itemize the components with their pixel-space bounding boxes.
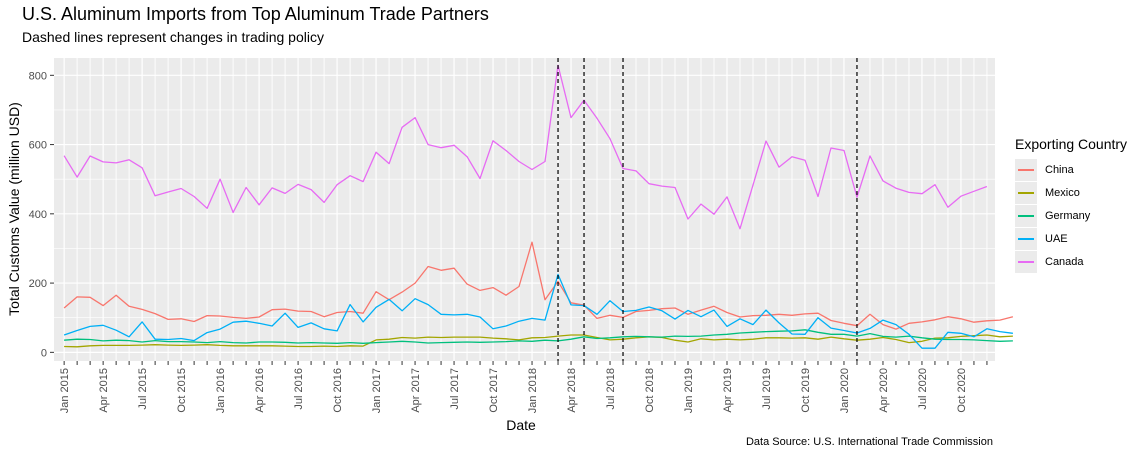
legend-key (1015, 158, 1037, 181)
legend-item: Germany (1015, 204, 1127, 227)
series-line-germany (64, 329, 1013, 344)
x-tick-label: Oct 2019 (800, 368, 812, 413)
legend-item: Mexico (1015, 181, 1127, 204)
x-tick-label: Jul 2018 (605, 368, 617, 410)
legend-label: Mexico (1045, 186, 1080, 199)
y-axis-title: Total Customs Value (million USD) (6, 102, 22, 316)
y-tick-label: 400 (29, 209, 47, 221)
legend-label: UAE (1045, 232, 1068, 245)
legend-swatch (1018, 168, 1034, 171)
x-tick-label: Jul 2019 (761, 368, 773, 410)
x-tick-label: Jan 2020 (839, 368, 851, 413)
x-axis: Jan 2015 Apr 2015 Jul 2015 Oct 2015 Jan 2016… (59, 361, 988, 413)
legend-swatch (1018, 214, 1034, 217)
x-tick-label: Jan 2016 (215, 368, 227, 413)
chart-title: U.S. Aluminum Imports from Top Aluminum … (22, 4, 489, 24)
x-tick-label: Jul 2015 (137, 368, 149, 410)
y-tick-label: 200 (29, 278, 47, 290)
x-tick-label: Apr 2017 (410, 368, 422, 413)
x-tick-label: Apr 2020 (878, 368, 890, 413)
x-tick-label: Oct 2018 (644, 368, 656, 413)
y-axis: 0 200 400 600 800 (29, 70, 54, 359)
series-line-canada (63, 64, 988, 230)
legend-label: China (1045, 163, 1074, 176)
legend-items: China Mexico Germany UAE Canada (1015, 158, 1127, 273)
series-line-china (63, 241, 1014, 330)
y-tick-label: 0 (41, 347, 47, 359)
legend-label: Germany (1045, 209, 1091, 222)
legend-swatch (1018, 191, 1034, 194)
minor-gridlines (54, 58, 995, 361)
x-tick-label: Oct 2020 (956, 368, 968, 413)
legend-swatch (1018, 237, 1034, 240)
legend-key (1015, 181, 1037, 204)
series-line-uae (63, 273, 1013, 349)
x-tick-label: Jan 2015 (59, 368, 71, 413)
x-axis-title: Date (506, 417, 536, 433)
legend-item: Canada (1015, 250, 1127, 273)
series-line-mexico (64, 334, 1013, 348)
y-tick-label: 600 (29, 140, 47, 152)
x-tick-label: Apr 2019 (722, 368, 734, 413)
legend-label: Canada (1045, 255, 1084, 268)
legend-key (1015, 204, 1037, 227)
y-tick-label: 800 (29, 70, 47, 82)
chart-subtitle: Dashed lines represent changes in tradin… (22, 29, 324, 45)
x-tick-label: Jan 2019 (683, 368, 695, 413)
x-tick-label: Apr 2015 (98, 368, 110, 413)
major-gridlines (54, 58, 995, 361)
x-tick-label: Oct 2015 (176, 368, 188, 413)
policy-lines (557, 58, 858, 361)
legend-key (1015, 250, 1037, 273)
legend-key (1015, 227, 1037, 250)
plot-panel (54, 58, 995, 361)
x-tick-label: Apr 2016 (254, 368, 266, 413)
x-tick-label: Jul 2020 (917, 368, 929, 410)
x-tick-label: Jul 2016 (293, 368, 305, 410)
legend-swatch (1018, 260, 1034, 263)
x-tick-label: Jul 2017 (449, 368, 461, 410)
x-tick-label: Apr 2018 (566, 368, 578, 413)
legend-title: Exporting Country (1015, 136, 1128, 152)
legend: Exporting Country China Mexico Germany UAE C… (1015, 136, 1127, 273)
legend-item: China (1015, 158, 1127, 181)
x-tick-label: Jan 2017 (371, 368, 383, 413)
x-tick-label: Jan 2018 (527, 368, 539, 413)
x-tick-label: Oct 2017 (488, 368, 500, 413)
series-lines (63, 64, 1014, 349)
data-source-caption: Data Source: U.S. International Trade Co… (745, 436, 993, 448)
legend-item: UAE (1015, 227, 1127, 250)
x-tick-label: Oct 2016 (332, 368, 344, 413)
